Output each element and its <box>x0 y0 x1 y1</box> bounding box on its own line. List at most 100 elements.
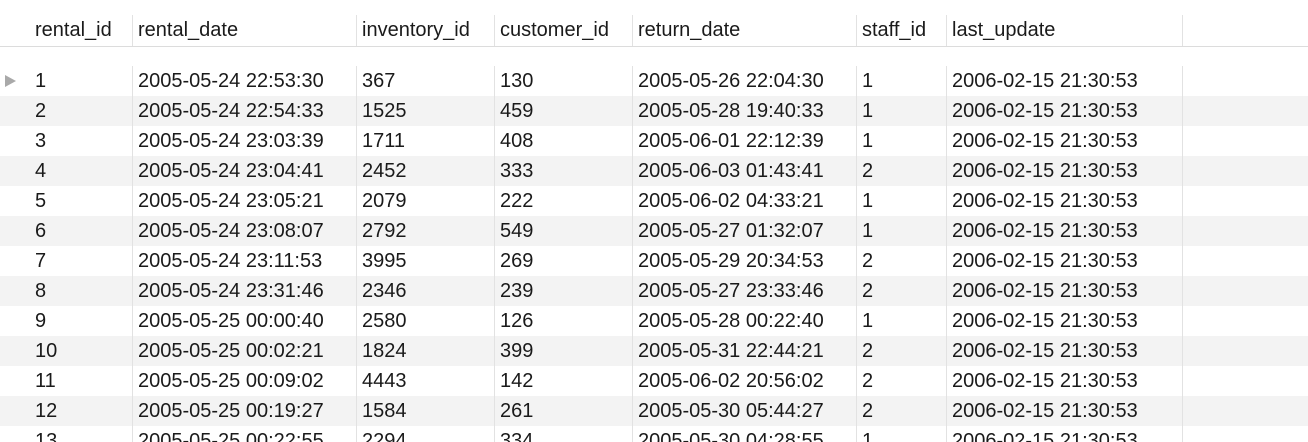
cell-rental-date[interactable]: 2005-05-25 00:02:21 <box>133 336 357 366</box>
cell-customer-id[interactable]: 130 <box>495 66 633 96</box>
cell-staff-id[interactable]: 1 <box>857 126 947 156</box>
table-row[interactable]: 4 2005-05-24 23:04:41 2452 333 2005-06-03 01… <box>0 156 1308 186</box>
cell-customer-id[interactable]: 142 <box>495 366 633 396</box>
cell-inventory-id[interactable]: 4443 <box>357 366 495 396</box>
cell-last-update[interactable]: 2006-02-15 21:30:53 <box>947 66 1183 96</box>
table-row[interactable]: 9 2005-05-25 00:00:40 2580 126 2005-05-28 00… <box>0 306 1308 336</box>
cell-last-update[interactable]: 2006-02-15 21:30:53 <box>947 366 1183 396</box>
cell-customer-id[interactable]: 333 <box>495 156 633 186</box>
cell-staff-id[interactable]: 1 <box>857 96 947 126</box>
cell-inventory-id[interactable]: 1824 <box>357 336 495 366</box>
cell-rental-date[interactable]: 2005-05-24 22:53:30 <box>133 66 357 96</box>
cell-return-date[interactable]: 2005-05-26 22:04:30 <box>633 66 857 96</box>
cell-return-date[interactable]: 2005-05-30 05:44:27 <box>633 396 857 426</box>
cell-customer-id[interactable]: 399 <box>495 336 633 366</box>
cell-staff-id[interactable]: 2 <box>857 366 947 396</box>
cell-rental-id[interactable]: 11 <box>30 366 133 396</box>
row-header[interactable] <box>0 306 30 336</box>
cell-inventory-id[interactable]: 2580 <box>357 306 495 336</box>
cell-customer-id[interactable]: 261 <box>495 396 633 426</box>
table-row[interactable]: 6 2005-05-24 23:08:07 2792 549 2005-05-27 01… <box>0 216 1308 246</box>
cell-last-update[interactable]: 2006-02-15 21:30:53 <box>947 156 1183 186</box>
cell-rental-date[interactable]: 2005-05-24 23:03:39 <box>133 126 357 156</box>
column-header-rental-id[interactable]: rental_id <box>30 15 133 46</box>
cell-rental-date[interactable]: 2005-05-24 23:31:46 <box>133 276 357 306</box>
cell-staff-id[interactable]: 2 <box>857 156 947 186</box>
cell-rental-id[interactable]: 12 <box>30 396 133 426</box>
cell-rental-id[interactable]: 3 <box>30 126 133 156</box>
cell-inventory-id[interactable]: 1584 <box>357 396 495 426</box>
cell-rental-id[interactable]: 10 <box>30 336 133 366</box>
cell-customer-id[interactable]: 549 <box>495 216 633 246</box>
row-header[interactable] <box>0 156 30 186</box>
row-header[interactable] <box>0 276 30 306</box>
cell-rental-id[interactable]: 8 <box>30 276 133 306</box>
cell-staff-id[interactable]: 1 <box>857 426 947 442</box>
cell-return-date[interactable]: 2005-06-01 22:12:39 <box>633 126 857 156</box>
column-header-staff-id[interactable]: staff_id <box>857 15 947 46</box>
cell-rental-id[interactable]: 6 <box>30 216 133 246</box>
cell-staff-id[interactable]: 1 <box>857 186 947 216</box>
cell-last-update[interactable]: 2006-02-15 21:30:53 <box>947 276 1183 306</box>
cell-rental-id[interactable]: 2 <box>30 96 133 126</box>
cell-rental-date[interactable]: 2005-05-24 23:11:53 <box>133 246 357 276</box>
row-header[interactable] <box>0 336 30 366</box>
cell-return-date[interactable]: 2005-06-02 20:56:02 <box>633 366 857 396</box>
cell-customer-id[interactable]: 408 <box>495 126 633 156</box>
table-row[interactable]: 2 2005-05-24 22:54:33 1525 459 2005-05-28 19… <box>0 96 1308 126</box>
cell-staff-id[interactable]: 1 <box>857 66 947 96</box>
table-row[interactable]: 1 2005-05-24 22:53:30 367 130 2005-05-26 22:… <box>0 66 1308 96</box>
cell-last-update[interactable]: 2006-02-15 21:30:53 <box>947 426 1183 442</box>
cell-return-date[interactable]: 2005-06-02 04:33:21 <box>633 186 857 216</box>
cell-inventory-id[interactable]: 1525 <box>357 96 495 126</box>
row-header[interactable] <box>0 426 30 442</box>
cell-inventory-id[interactable]: 2792 <box>357 216 495 246</box>
cell-last-update[interactable]: 2006-02-15 21:30:53 <box>947 336 1183 366</box>
table-row[interactable]: 7 2005-05-24 23:11:53 3995 269 2005-05-29 20… <box>0 246 1308 276</box>
cell-return-date[interactable]: 2005-05-29 20:34:53 <box>633 246 857 276</box>
row-header[interactable] <box>0 366 30 396</box>
cell-inventory-id[interactable]: 2346 <box>357 276 495 306</box>
cell-staff-id[interactable]: 2 <box>857 276 947 306</box>
row-header[interactable] <box>0 186 30 216</box>
table-row[interactable]: 8 2005-05-24 23:31:46 2346 239 2005-05-27 23… <box>0 276 1308 306</box>
cell-return-date[interactable]: 2005-05-31 22:44:21 <box>633 336 857 366</box>
cell-last-update[interactable]: 2006-02-15 21:30:53 <box>947 246 1183 276</box>
cell-customer-id[interactable]: 334 <box>495 426 633 442</box>
cell-last-update[interactable]: 2006-02-15 21:30:53 <box>947 186 1183 216</box>
cell-last-update[interactable]: 2006-02-15 21:30:53 <box>947 396 1183 426</box>
cell-rental-id[interactable]: 13 <box>30 426 133 442</box>
cell-inventory-id[interactable]: 2452 <box>357 156 495 186</box>
cell-rental-date[interactable]: 2005-05-25 00:22:55 <box>133 426 357 442</box>
cell-rental-id[interactable]: 7 <box>30 246 133 276</box>
cell-rental-date[interactable]: 2005-05-24 23:04:41 <box>133 156 357 186</box>
row-header[interactable] <box>0 246 30 276</box>
table-row[interactable]: 11 2005-05-25 00:09:02 4443 142 2005-06-02 2… <box>0 366 1308 396</box>
cell-rental-id[interactable]: 1 <box>30 66 133 96</box>
cell-rental-id[interactable]: 5 <box>30 186 133 216</box>
row-header[interactable] <box>0 126 30 156</box>
column-header-return-date[interactable]: return_date <box>633 15 857 46</box>
cell-return-date[interactable]: 2005-05-27 01:32:07 <box>633 216 857 246</box>
cell-inventory-id[interactable]: 367 <box>357 66 495 96</box>
cell-customer-id[interactable]: 459 <box>495 96 633 126</box>
column-header-last-update[interactable]: last_update <box>947 15 1183 46</box>
table-row[interactable]: 12 2005-05-25 00:19:27 1584 261 2005-05-30 0… <box>0 396 1308 426</box>
cell-rental-date[interactable]: 2005-05-25 00:09:02 <box>133 366 357 396</box>
cell-customer-id[interactable]: 239 <box>495 276 633 306</box>
cell-inventory-id[interactable]: 2079 <box>357 186 495 216</box>
column-header-customer-id[interactable]: customer_id <box>495 15 633 46</box>
cell-customer-id[interactable]: 269 <box>495 246 633 276</box>
cell-customer-id[interactable]: 126 <box>495 306 633 336</box>
cell-staff-id[interactable]: 1 <box>857 306 947 336</box>
cell-inventory-id[interactable]: 3995 <box>357 246 495 276</box>
cell-last-update[interactable]: 2006-02-15 21:30:53 <box>947 126 1183 156</box>
cell-rental-date[interactable]: 2005-05-25 00:19:27 <box>133 396 357 426</box>
column-header-rental-date[interactable]: rental_date <box>133 15 357 46</box>
cell-rental-date[interactable]: 2005-05-24 23:08:07 <box>133 216 357 246</box>
cell-staff-id[interactable]: 2 <box>857 336 947 366</box>
cell-rental-date[interactable]: 2005-05-24 23:05:21 <box>133 186 357 216</box>
cell-customer-id[interactable]: 222 <box>495 186 633 216</box>
cell-return-date[interactable]: 2005-05-27 23:33:46 <box>633 276 857 306</box>
cell-return-date[interactable]: 2005-05-28 00:22:40 <box>633 306 857 336</box>
